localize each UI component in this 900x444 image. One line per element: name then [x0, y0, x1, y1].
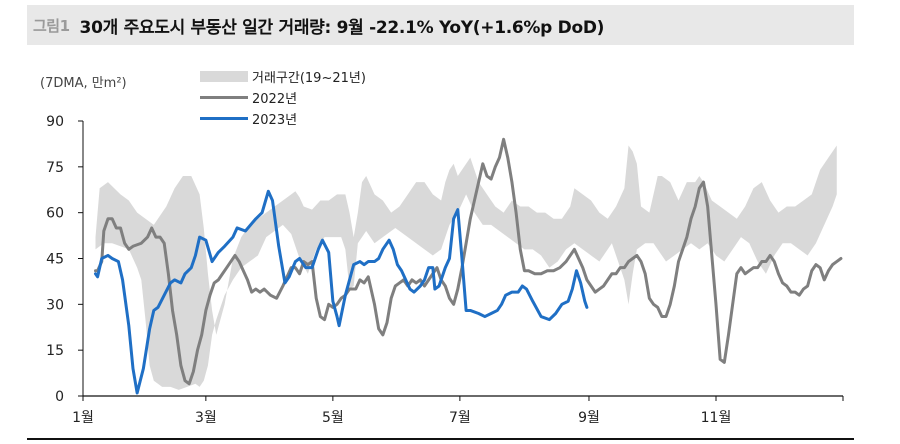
range-band-area — [95, 145, 837, 390]
series-line-2022 — [93, 137, 843, 386]
bottom-divider — [27, 438, 854, 440]
y-tick-label: 30 — [46, 297, 64, 313]
y-tick-label: 15 — [46, 343, 64, 359]
figure-label: 그림1 — [33, 16, 70, 35]
y-tick-label: 90 — [46, 114, 64, 130]
legend-label: 거래구간(19~21년) — [252, 71, 366, 86]
x-tick-label: 3월 — [195, 410, 217, 426]
chart-title: 30개 주요도시 부동산 일간 거래량: 9월 -22.1% YoY(+1.6%… — [79, 17, 605, 38]
y-tick-label: 75 — [46, 160, 64, 176]
x-tick-label: 5월 — [322, 410, 344, 426]
series-line-2023 — [93, 189, 589, 395]
x-tick-label: 9월 — [578, 410, 600, 426]
legend: 거래구간(19~21년) 2022년 2023년 — [200, 66, 366, 129]
legend-item-2022: 2022년 — [200, 87, 366, 108]
axes: 0 15 30 45 60 75 90 1월 3월 5월 7월 9월 11월 — [46, 114, 844, 426]
legend-item-band: 거래구간(19~21년) — [200, 66, 366, 87]
legend-line-2022-icon — [200, 96, 248, 99]
range-band — [95, 145, 837, 390]
legend-label: 2022년 — [252, 92, 298, 107]
y-tick-label: 0 — [55, 389, 64, 405]
legend-item-2023: 2023년 — [200, 108, 366, 129]
legend-line-2023-icon — [200, 117, 248, 120]
legend-label: 2023년 — [252, 113, 298, 128]
x-tick-label: 1월 — [72, 410, 94, 426]
x-tick-label: 7월 — [449, 410, 471, 426]
legend-band-swatch-icon — [200, 71, 248, 82]
x-tick-label: 11월 — [701, 410, 732, 426]
series-lines — [93, 137, 843, 395]
y-tick-label: 60 — [46, 206, 64, 222]
title-bar: 그림1 30개 주요도시 부동산 일간 거래량: 9월 -22.1% YoY(+… — [27, 5, 854, 45]
y-axis-unit-label: (7DMA, 만m²) — [40, 76, 127, 91]
y-tick-label: 45 — [46, 252, 64, 268]
